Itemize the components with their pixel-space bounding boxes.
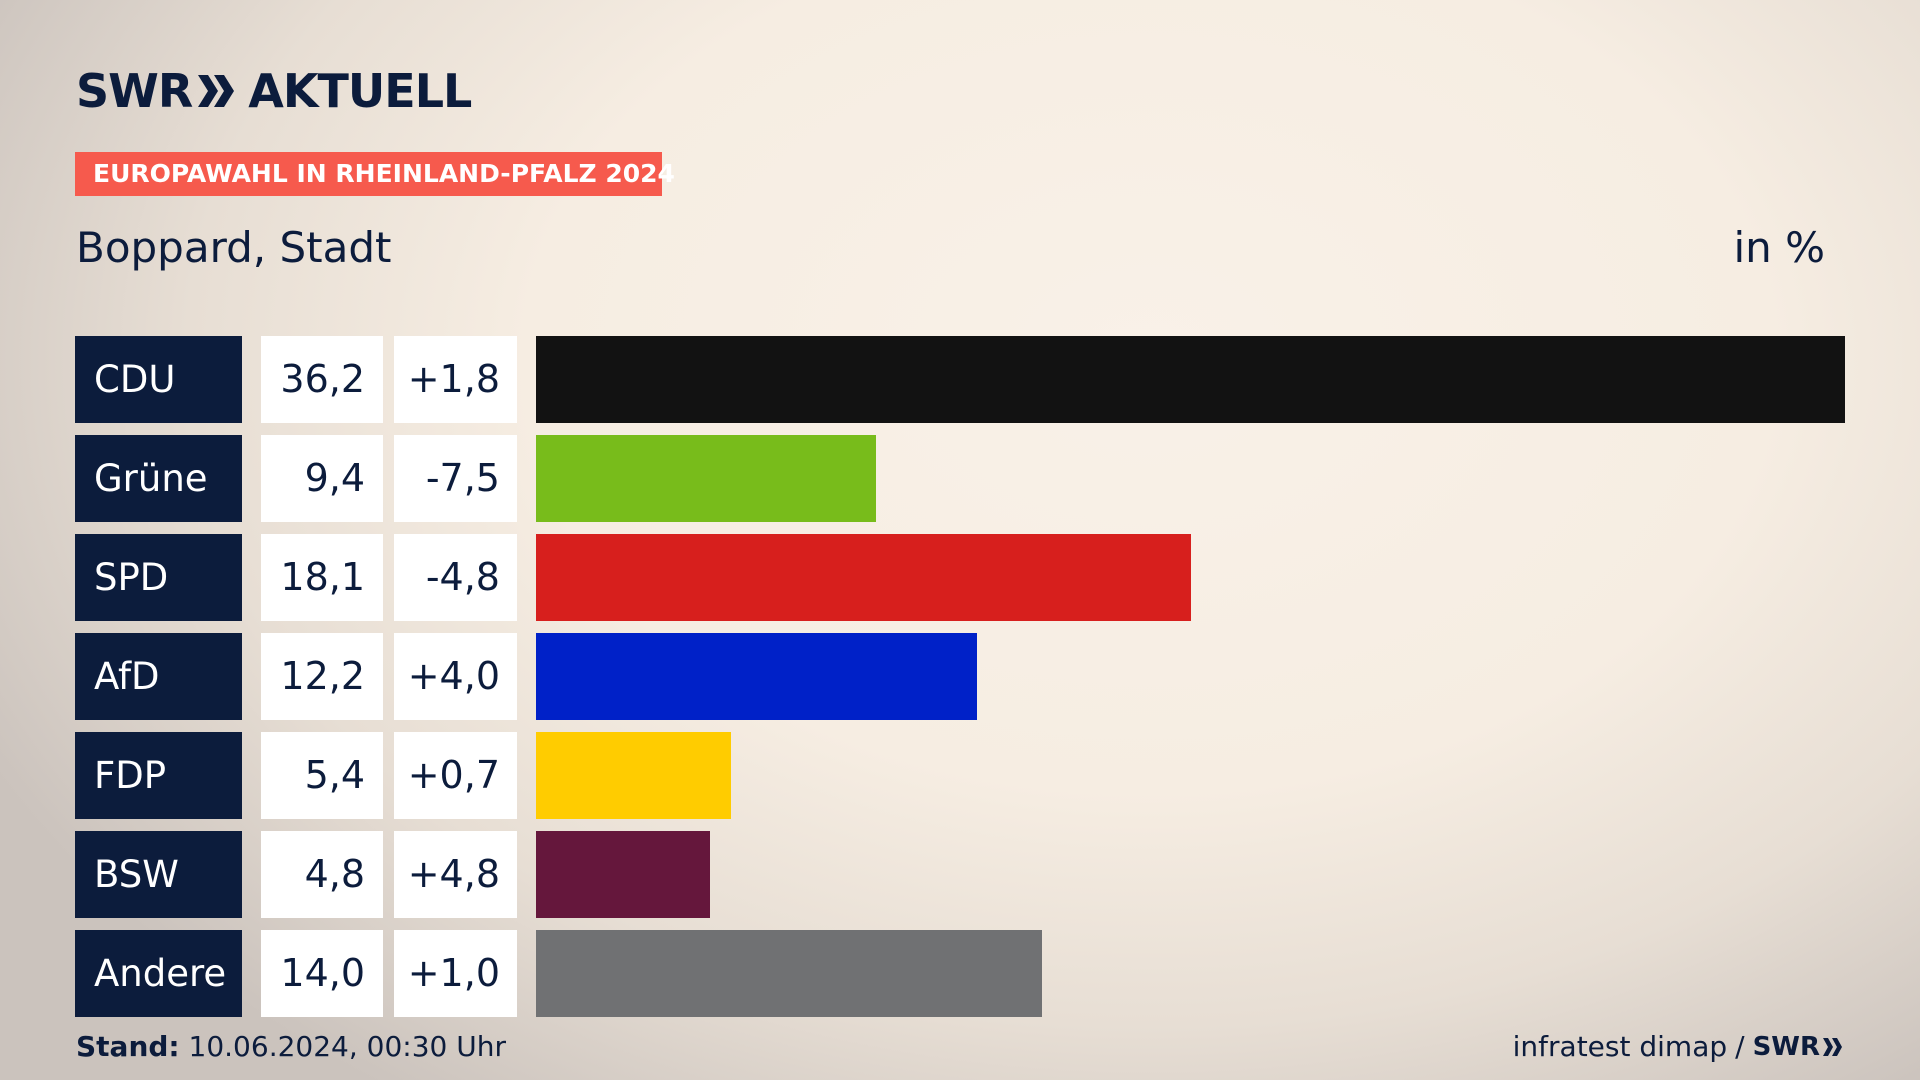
party-label: FDP [75,732,242,819]
brand-suffix: AKTUELL [248,64,472,118]
stand-label: Stand: [76,1030,180,1063]
vote-share-value: 14,0 [261,930,383,1017]
result-row: CDU 36,2 +1,8 [75,336,1845,423]
bar [536,435,876,522]
kicker-label: EUROPAWAHL IN RHEINLAND-PFALZ 2024 [75,152,675,196]
party-label: Andere [75,930,242,1017]
vote-share-value: 9,4 [261,435,383,522]
result-row: Grüne 9,4 -7,5 [75,435,1845,522]
unit-label: in % [1733,223,1825,272]
results-chart: CDU 36,2 +1,8 Grüne 9,4 -7,5 SPD 18,1 -4,8 AfD 12,… [75,336,1845,1029]
vote-change-value: +1,8 [394,336,517,423]
vote-share-value: 18,1 [261,534,383,621]
source-separator: / [1735,1030,1745,1063]
timestamp: Stand: 10.06.2024, 00:30 Uhr [76,1030,506,1064]
party-label: SPD [75,534,242,621]
brand-name: SWR [76,64,193,118]
stand-value: 10.06.2024, 00:30 Uhr [188,1030,506,1063]
vote-change-value: +1,0 [394,930,517,1017]
vote-change-value: -4,8 [394,534,517,621]
result-row: FDP 5,4 +0,7 [75,732,1845,819]
swr-aktuell-logo: SWR AKTUELL [76,64,472,118]
swr-mini-logo: SWR [1753,1030,1844,1064]
vote-change-value: -7,5 [394,435,517,522]
double-chevron-icon [196,73,238,109]
vote-share-value: 12,2 [261,633,383,720]
double-chevron-icon [1823,1038,1842,1056]
source-brand: SWR [1752,1032,1820,1062]
party-label: AfD [75,633,242,720]
vote-change-value: +4,0 [394,633,517,720]
party-label: Grüne [75,435,242,522]
bar [536,831,710,918]
party-label: CDU [75,336,242,423]
bar [536,336,1845,423]
page-title: Boppard, Stadt [76,223,392,272]
vote-share-value: 4,8 [261,831,383,918]
result-row: SPD 18,1 -4,8 [75,534,1845,621]
vote-share-value: 5,4 [261,732,383,819]
bar [536,930,1043,1017]
source-name: infratest dimap [1512,1030,1728,1063]
bar [536,633,978,720]
source-credit: infratest dimap / SWR [1513,1030,1844,1064]
party-label: BSW [75,831,242,918]
vote-change-value: +0,7 [394,732,517,819]
result-row: BSW 4,8 +4,8 [75,831,1845,918]
vote-change-value: +4,8 [394,831,517,918]
result-row: Andere 14,0 +1,0 [75,930,1845,1017]
vote-share-value: 36,2 [261,336,383,423]
result-row: AfD 12,2 +4,0 [75,633,1845,720]
bar [536,534,1191,621]
bar [536,732,732,819]
